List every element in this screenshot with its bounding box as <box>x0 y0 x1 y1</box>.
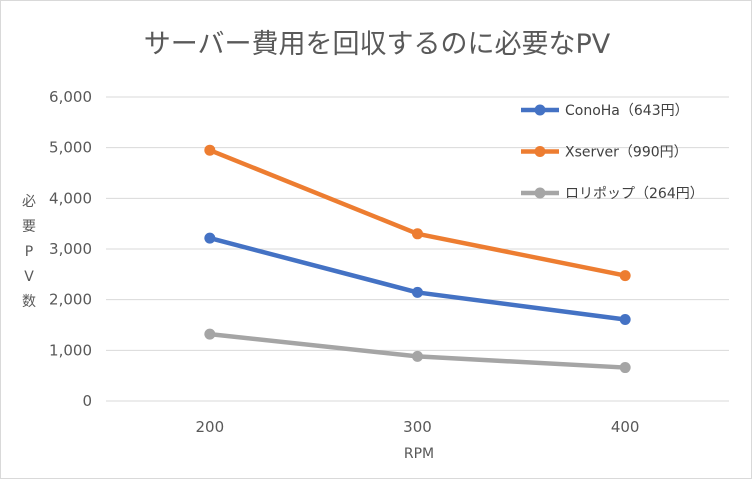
legend-label: ConoHa（643円） <box>565 103 689 119</box>
series-line <box>207 331 628 370</box>
y-tick-label: 2,000 <box>49 291 92 309</box>
y-axis-ticks: 0 1,000 2,000 3,000 4,000 5,000 6,000 <box>49 88 92 410</box>
data-point <box>412 228 423 240</box>
legend-marker <box>534 146 546 157</box>
data-point <box>619 270 631 282</box>
data-point <box>412 286 423 298</box>
legend-item: ConoHa（643円） <box>521 103 689 119</box>
y-tick-label: 3,000 <box>49 240 92 258</box>
x-tick-label: 300 <box>403 418 432 436</box>
x-axis-ticks: 200 300 400 <box>196 418 640 436</box>
y-tick-label: 4,000 <box>49 189 92 207</box>
data-point <box>204 232 216 244</box>
y-axis-label-char: 数 <box>22 294 36 310</box>
series-0 <box>204 232 631 326</box>
legend-marker <box>534 104 546 116</box>
legend-label: Xserver（990円） <box>565 145 688 161</box>
data-point <box>204 144 216 156</box>
legend-marker <box>534 187 546 199</box>
chart-title: サーバー費用を回収するのに必要なPV <box>144 29 611 60</box>
data-point <box>412 350 423 362</box>
series-line <box>207 147 628 278</box>
series-layer <box>204 144 631 374</box>
data-point <box>619 314 631 326</box>
series-1 <box>204 144 631 282</box>
y-tick-label: 0 <box>82 392 92 410</box>
series-line <box>207 235 628 322</box>
legend-item: ロリポップ（264円） <box>521 186 704 202</box>
data-point <box>204 328 216 340</box>
legend: ConoHa（643円） Xserver（990円） ロリポップ（264円） <box>521 103 704 202</box>
y-tick-label: 1,000 <box>49 341 92 359</box>
x-axis-label: RPM <box>404 446 434 462</box>
y-tick-label: 5,000 <box>49 139 92 157</box>
legend-label: ロリポップ（264円） <box>565 186 704 202</box>
x-tick-label: 200 <box>196 418 225 436</box>
y-tick-label: 6,000 <box>49 88 92 106</box>
y-axis-label-char: P <box>25 244 33 260</box>
y-axis-label-char: 要 <box>22 219 36 235</box>
y-axis-label-char: 必 <box>22 194 36 210</box>
legend-item: Xserver（990円） <box>521 145 688 161</box>
x-tick-label: 400 <box>611 418 640 436</box>
series-2 <box>204 328 631 374</box>
y-axis-label-char: V <box>24 269 34 285</box>
data-point <box>619 362 631 374</box>
